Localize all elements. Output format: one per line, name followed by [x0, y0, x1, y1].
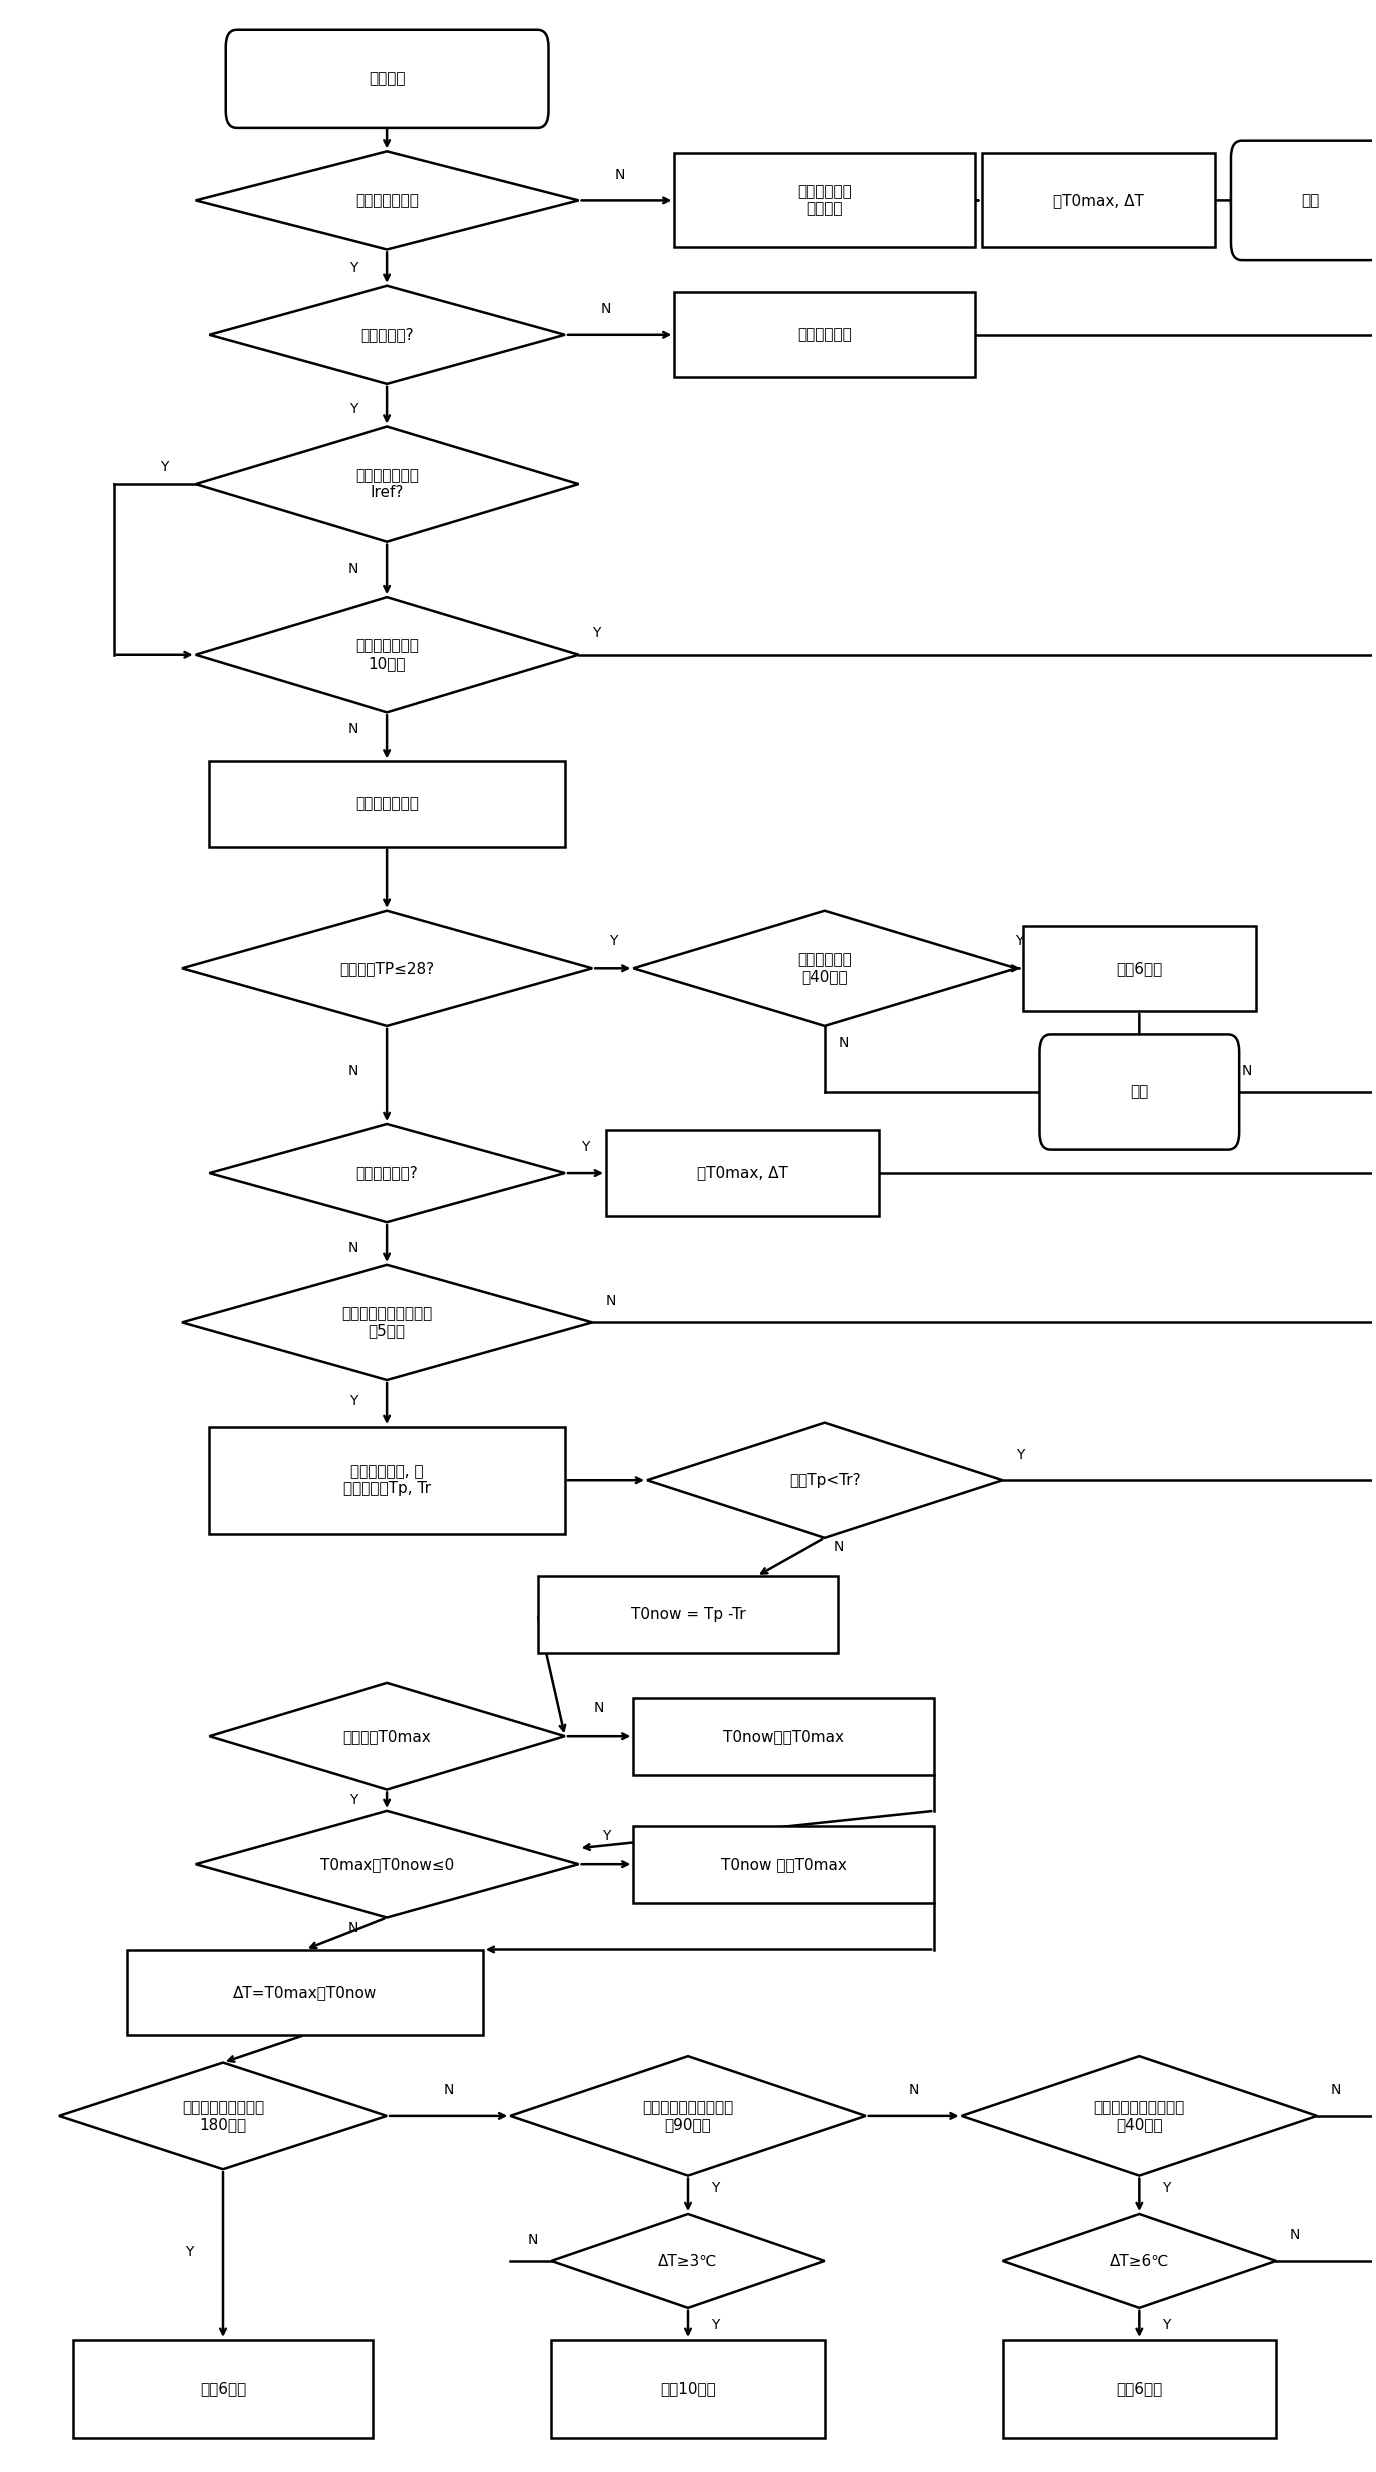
Text: 是否超过T0max: 是否超过T0max — [343, 1728, 432, 1743]
Text: Y: Y — [348, 1792, 358, 1807]
Text: Y: Y — [1015, 934, 1024, 947]
FancyBboxPatch shape — [1039, 1033, 1240, 1149]
Polygon shape — [510, 2057, 866, 2175]
Text: 除霜6分钟: 除霜6分钟 — [1116, 962, 1163, 976]
Text: 压缩机累计运行时间大
于90分钟: 压缩机累计运行时间大 于90分钟 — [643, 2099, 733, 2131]
Text: Y: Y — [711, 2319, 720, 2331]
Text: 清T0max, ΔT: 清T0max, ΔT — [698, 1167, 788, 1182]
Polygon shape — [195, 1812, 578, 1918]
Bar — [982, 153, 1215, 247]
Text: Y: Y — [601, 1829, 610, 1844]
Text: 结束: 结束 — [1130, 1085, 1149, 1100]
Text: Y: Y — [581, 1140, 589, 1154]
Text: N: N — [594, 1701, 604, 1716]
Polygon shape — [647, 1424, 1003, 1538]
Polygon shape — [195, 428, 578, 541]
Text: 压缩机累计运行时间大
于40分钟: 压缩机累计运行时间大 于40分钟 — [1094, 2099, 1185, 2131]
Polygon shape — [59, 2062, 387, 2170]
Text: Y: Y — [711, 2180, 720, 2195]
Text: 返回: 返回 — [1302, 193, 1320, 208]
Text: Y: Y — [348, 403, 358, 415]
Bar — [674, 153, 976, 247]
FancyBboxPatch shape — [226, 30, 549, 129]
Polygon shape — [209, 1683, 566, 1790]
Text: 除霜6分钟: 除霜6分钟 — [1116, 2381, 1163, 2395]
Text: N: N — [527, 2232, 538, 2247]
Polygon shape — [182, 910, 592, 1026]
Text: N: N — [348, 722, 358, 737]
Text: N: N — [838, 1036, 849, 1051]
Text: 程序开始: 程序开始 — [369, 72, 406, 87]
Bar — [633, 1827, 934, 1903]
Text: N: N — [1243, 1063, 1252, 1078]
Text: Y: Y — [348, 1394, 358, 1409]
Text: Y: Y — [184, 2245, 193, 2259]
Polygon shape — [209, 287, 566, 383]
Text: Y: Y — [608, 934, 616, 947]
Text: Y: Y — [592, 625, 601, 640]
Bar — [633, 1698, 934, 1775]
Bar — [73, 2341, 373, 2437]
Text: 除霜6分钟: 除霜6分钟 — [200, 2381, 246, 2395]
Text: 风速改变了吗?: 风速改变了吗? — [356, 1167, 418, 1182]
Text: N: N — [908, 2084, 919, 2096]
Polygon shape — [1003, 2215, 1276, 2309]
Bar — [605, 1130, 879, 1216]
Text: 采样压缩机电流
Iref?: 采样压缩机电流 Iref? — [355, 467, 420, 499]
Text: 采样压机电流值: 采样压机电流值 — [355, 796, 420, 811]
Text: 压缩机在该风速下已运
行5分钟: 压缩机在该风速下已运 行5分钟 — [341, 1305, 432, 1340]
Text: Y: Y — [1163, 2180, 1171, 2195]
Text: 清除所有标志: 清除所有标志 — [797, 326, 852, 341]
Text: 采样盘管温度, 室
内环境温度Tp, Tr: 采样盘管温度, 室 内环境温度Tp, Tr — [343, 1463, 431, 1496]
Polygon shape — [552, 2215, 824, 2309]
Text: 外风机运行?: 外风机运行? — [361, 326, 414, 341]
Text: Y: Y — [348, 260, 358, 274]
Bar — [552, 2341, 824, 2437]
Polygon shape — [195, 151, 578, 250]
Text: 压缩机正在运行: 压缩机正在运行 — [355, 193, 420, 208]
Text: 压缩机累计运行大于
180分钟: 压缩机累计运行大于 180分钟 — [182, 2099, 264, 2131]
Bar — [1024, 925, 1255, 1011]
Text: N: N — [348, 564, 358, 576]
Text: Y: Y — [160, 460, 168, 475]
FancyBboxPatch shape — [1232, 141, 1376, 260]
Text: 清T0max, ΔT: 清T0max, ΔT — [1053, 193, 1143, 208]
Bar — [209, 1426, 566, 1533]
Text: N: N — [348, 1241, 358, 1256]
Text: Y: Y — [1017, 1449, 1025, 1461]
Text: ΔT≥6℃: ΔT≥6℃ — [1109, 2254, 1170, 2269]
Text: ΔT=T0max？T0now: ΔT=T0max？T0now — [233, 1985, 377, 2000]
Polygon shape — [962, 2057, 1317, 2175]
Text: T0max？T0now≤0: T0max？T0now≤0 — [321, 1856, 454, 1871]
Text: N: N — [348, 1921, 358, 1936]
Text: N: N — [348, 1063, 358, 1078]
Bar — [127, 1950, 483, 2034]
Text: 清外风机连续
运行标志: 清外风机连续 运行标志 — [797, 185, 852, 218]
Text: N: N — [443, 2084, 454, 2096]
Text: ΔT≥3℃: ΔT≥3℃ — [658, 2254, 718, 2269]
Bar — [1003, 2341, 1276, 2437]
Polygon shape — [195, 598, 578, 712]
Text: T0now 送到T0max: T0now 送到T0max — [721, 1856, 846, 1871]
Text: Y: Y — [1163, 2319, 1171, 2331]
Bar — [209, 761, 566, 848]
Text: 判断Tp<Tr?: 判断Tp<Tr? — [788, 1473, 860, 1488]
Bar — [674, 292, 976, 378]
Text: N: N — [834, 1540, 843, 1555]
Text: 除霜10分钟: 除霜10分钟 — [660, 2381, 716, 2395]
Text: N: N — [605, 1293, 616, 1308]
Text: N: N — [601, 302, 611, 316]
Text: N: N — [615, 168, 625, 183]
Text: 外风机连接运行
10分钟: 外风机连接运行 10分钟 — [355, 638, 420, 670]
Text: N: N — [1331, 2084, 1342, 2096]
Polygon shape — [633, 910, 1017, 1026]
Text: 压缩机运行大
于40分钟: 压缩机运行大 于40分钟 — [797, 952, 852, 984]
Text: N: N — [1289, 2227, 1300, 2242]
Polygon shape — [182, 1266, 592, 1379]
Bar — [538, 1577, 838, 1654]
Polygon shape — [209, 1125, 566, 1221]
Text: 盘管温度TP≤28?: 盘管温度TP≤28? — [340, 962, 435, 976]
Text: T0now = Tp -Tr: T0now = Tp -Tr — [630, 1607, 746, 1622]
Text: T0now赋予T0max: T0now赋予T0max — [724, 1728, 845, 1743]
